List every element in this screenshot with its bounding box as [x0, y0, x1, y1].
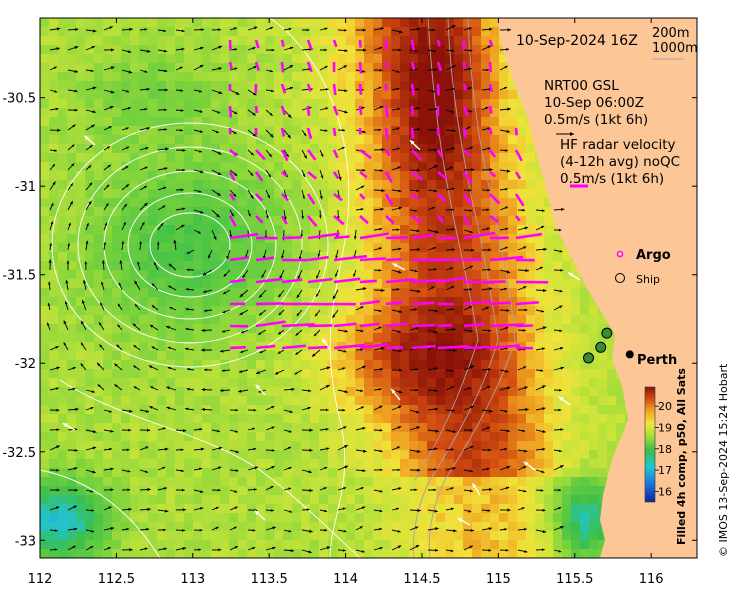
- ship-marker-2: [595, 341, 607, 353]
- colorbar-ticks: 16 17 18 19 20: [655, 400, 672, 498]
- colorbar-title: Filled 4h comp, p50, All Sats: [675, 368, 688, 545]
- colorbar-tick-label: 20: [658, 400, 672, 413]
- y-tick-label: -32.5: [2, 446, 36, 461]
- perth-marker: [625, 350, 634, 359]
- colorbar: [645, 387, 655, 502]
- y-tick-label: -30.5: [2, 92, 36, 107]
- y-tick-label: -32: [15, 357, 36, 372]
- colorbar-frame: [644, 386, 656, 503]
- y-tick-label: -33: [15, 534, 36, 549]
- x-axis: 112 112.5 113 113.5 114 114.5 115 115.5 116: [28, 18, 664, 587]
- ship-legend-marker: [615, 273, 625, 283]
- hf-label-line3: 0.5m/s (1kt 6h): [560, 171, 664, 187]
- argo-legend-marker: [616, 250, 624, 258]
- ship-marker-1: [601, 327, 613, 339]
- plot-area: [40, 18, 697, 558]
- hf-label-line1: HF radar velocity: [560, 137, 675, 153]
- plot-frame: [39, 17, 698, 559]
- argo-legend-label: Argo: [636, 248, 671, 263]
- ship-marker-3: [583, 352, 595, 364]
- x-tick-label: 116: [639, 572, 664, 587]
- isobath-lines: [413, 18, 516, 558]
- hf-label-line2: (4-12h avg) noQC: [560, 154, 680, 170]
- ship-legend-label: Ship: [636, 273, 660, 286]
- ship-markers: [583, 327, 613, 364]
- date-label: 10-Sep-2024 16Z: [516, 33, 638, 49]
- altimetry-scale-arrowhead: [570, 132, 574, 136]
- y-axis: -30.5 -31 -31.5 -32 -32.5 -33: [2, 92, 697, 549]
- isobath-label-1000m: 1000m: [652, 41, 698, 56]
- colorbar-tick-label: 17: [658, 464, 672, 477]
- credit-text: © IMOS 13-Sep-2024 15:24 Hobart: [717, 363, 730, 557]
- x-tick-label: 114: [333, 572, 358, 587]
- x-tick-label: 112: [28, 572, 53, 587]
- y-tick-label: -31.5: [2, 269, 36, 284]
- altimetry-label-line1: NRT00 GSL: [544, 78, 619, 94]
- altimetry-vectors: [46, 24, 581, 554]
- colorbar-tick-label: 18: [658, 443, 672, 456]
- colorbar-tick-label: 16: [658, 485, 672, 498]
- x-tick-label: 112.5: [98, 572, 135, 587]
- altimetry-label-line2: 10-Sep 06:00Z: [544, 95, 644, 111]
- altimetry-label-line3: 0.5m/s (1kt 6h): [544, 112, 648, 128]
- perth-label: Perth: [637, 353, 677, 368]
- y-tick-label: -31: [15, 180, 36, 195]
- colorbar-tick-label: 19: [658, 421, 672, 434]
- x-tick-label: 113.5: [251, 572, 288, 587]
- hf-radar-vectors: [228, 39, 549, 350]
- x-tick-label: 115: [486, 572, 511, 587]
- isobath-label-200m: 200m: [652, 26, 689, 41]
- x-tick-label: 115.5: [556, 572, 593, 587]
- x-tick-label: 114.5: [403, 572, 440, 587]
- sst-contours: [40, 18, 361, 558]
- x-tick-label: 113: [180, 572, 205, 587]
